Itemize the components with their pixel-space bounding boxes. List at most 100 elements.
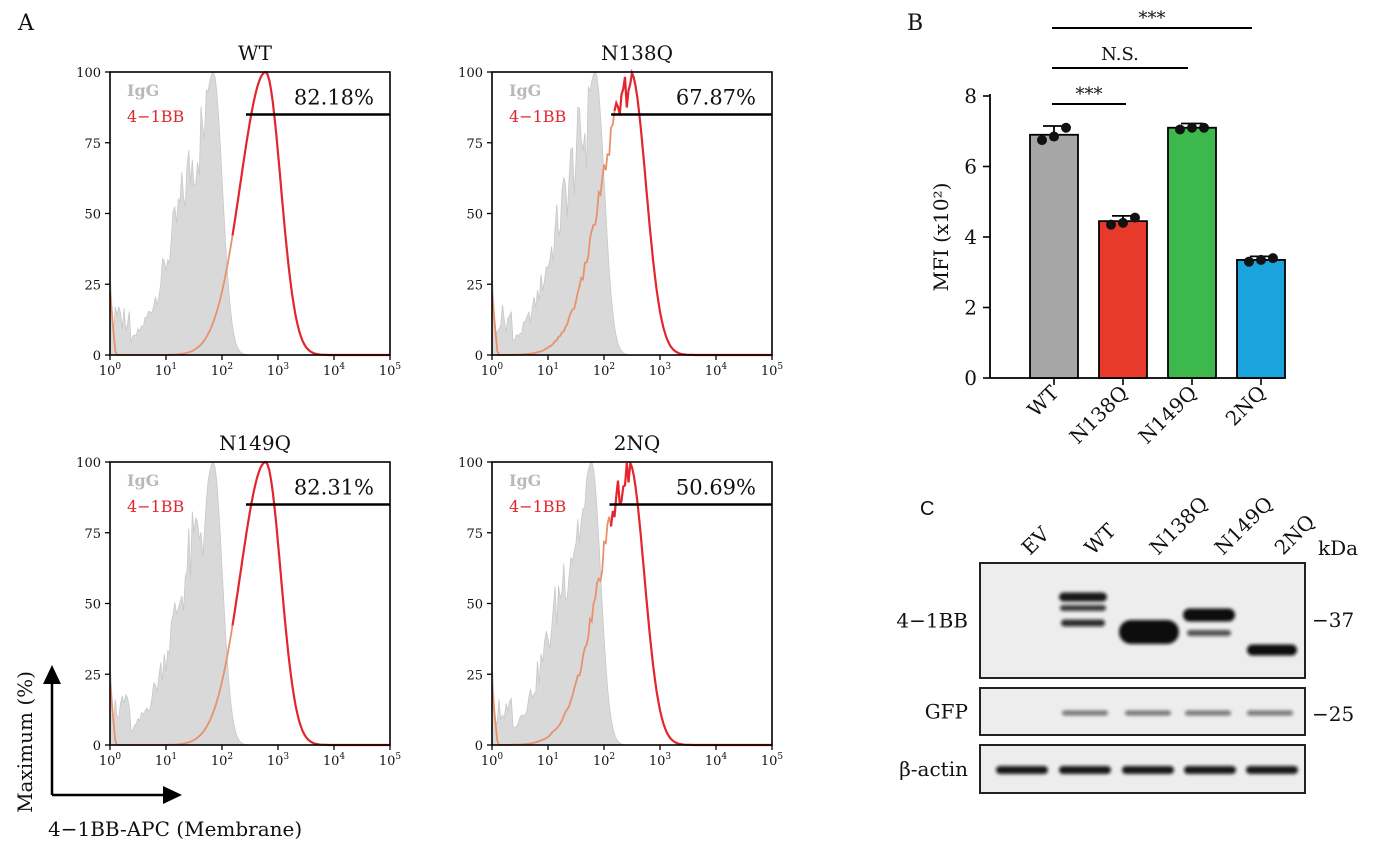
histogram-2nq: 0 25 50 75 100 100 101 102 103 104 105 2NQ 50.69% IgG… bbox=[458, 431, 783, 769]
x-tick-label: 103 bbox=[267, 362, 290, 379]
data-point bbox=[1049, 131, 1059, 142]
legend-igg: IgG bbox=[127, 471, 159, 490]
x-tick-label: N138Q bbox=[1065, 381, 1133, 449]
blot-row-0: 4−1BB −37 bbox=[896, 562, 1354, 679]
marker-label: −25 bbox=[1312, 702, 1354, 726]
actin-band bbox=[1059, 766, 1111, 774]
x-tick-label: 102 bbox=[211, 752, 233, 769]
lane-label-2nq: 2NQ bbox=[1270, 510, 1320, 560]
x-tick-label: 104 bbox=[323, 752, 346, 769]
lane-label-wt: WT bbox=[1080, 518, 1121, 559]
lane-label-n138q: N138Q bbox=[1145, 492, 1213, 560]
y-tick-label: 75 bbox=[466, 527, 483, 542]
gfp-band bbox=[1185, 710, 1231, 716]
y-tick-label: 25 bbox=[466, 278, 483, 293]
band-n138q bbox=[1119, 620, 1179, 644]
y-tick-label: 2 bbox=[964, 296, 977, 320]
band-2nq bbox=[1247, 644, 1297, 656]
y-tick-label: 50 bbox=[466, 598, 483, 613]
actin-band bbox=[1122, 766, 1174, 774]
x-tick-label: 102 bbox=[211, 362, 233, 379]
gate-percent: 82.18% bbox=[294, 85, 374, 109]
y-tick-label: 6 bbox=[964, 155, 977, 179]
y-tick-label: 100 bbox=[458, 66, 483, 81]
y-tick-label: 50 bbox=[84, 208, 101, 223]
data-point bbox=[1106, 219, 1116, 230]
x-tick-label: 103 bbox=[267, 752, 290, 769]
blot-row-label: β-actin bbox=[899, 757, 968, 781]
bar-2nq bbox=[1236, 259, 1286, 379]
gfp-band bbox=[1062, 710, 1108, 716]
unit-label: kDa bbox=[1318, 536, 1358, 560]
bar-wt bbox=[1029, 133, 1079, 379]
legend-4-1bb: 4−1BB bbox=[127, 497, 184, 516]
y-tick-label: 8 bbox=[964, 84, 977, 108]
x-tick-label: N149Q bbox=[1134, 381, 1202, 449]
data-point bbox=[1118, 217, 1128, 228]
x-tick-label: 104 bbox=[323, 362, 346, 379]
x-tick-label: 103 bbox=[649, 362, 672, 379]
lane-label-ev: EV bbox=[1017, 522, 1055, 560]
y-tick-label: 75 bbox=[84, 527, 101, 542]
y-tick-label: 50 bbox=[466, 208, 483, 223]
data-point bbox=[1199, 122, 1209, 133]
x-tick-label: 101 bbox=[537, 752, 559, 769]
x-tick-label: 2NQ bbox=[1221, 381, 1271, 431]
x-tick-label: 105 bbox=[761, 362, 784, 379]
blot-row-label: 4−1BB bbox=[896, 609, 968, 633]
panel-label-b: B bbox=[907, 11, 923, 36]
x-tick-label: 100 bbox=[481, 752, 504, 769]
data-point bbox=[1037, 135, 1047, 146]
actin-band bbox=[996, 766, 1048, 774]
panel-label-a: A bbox=[17, 11, 35, 36]
y-tick-label: 25 bbox=[84, 278, 101, 293]
marker-label: −37 bbox=[1312, 608, 1354, 632]
legend-igg: IgG bbox=[509, 471, 541, 490]
panel-a-axis-arrows bbox=[43, 665, 182, 804]
gfp-band bbox=[1247, 710, 1293, 716]
x-tick-label: 105 bbox=[761, 752, 784, 769]
y-tick-label: 75 bbox=[466, 137, 483, 152]
gate-percent: 67.87% bbox=[676, 85, 756, 109]
data-point bbox=[1187, 122, 1197, 133]
y-tick-label: 25 bbox=[466, 668, 483, 683]
y-tick-label: 4 bbox=[964, 225, 977, 249]
panel-b-y-axis-label: MFI (x10²) bbox=[929, 183, 953, 292]
x-tick-label: 104 bbox=[705, 362, 728, 379]
band-wt-lower bbox=[1061, 619, 1105, 627]
bar-n138q bbox=[1098, 220, 1148, 379]
x-tick-label: 100 bbox=[99, 752, 122, 769]
panel-a-histograms: 0 25 50 75 100 100 101 102 103 104 105 WT 82.18% IgG 4… bbox=[76, 41, 783, 769]
y-tick-label: 100 bbox=[76, 456, 101, 471]
panel-a-x-axis-label: 4−1BB-APC (Membrane) bbox=[48, 817, 302, 841]
gate-percent: 82.31% bbox=[294, 475, 374, 499]
y-tick-label: 0 bbox=[475, 349, 483, 364]
histogram-title: N149Q bbox=[219, 431, 291, 455]
data-point bbox=[1175, 124, 1185, 135]
legend-igg: IgG bbox=[509, 81, 541, 100]
y-tick-label: 0 bbox=[93, 349, 101, 364]
y-tick-label: 0 bbox=[93, 739, 101, 754]
x-tick-label: 101 bbox=[155, 752, 177, 769]
histogram-wt: 0 25 50 75 100 100 101 102 103 104 105 WT 82.18% IgG 4… bbox=[76, 41, 401, 379]
legend-4-1bb: 4−1BB bbox=[509, 497, 566, 516]
data-point bbox=[1268, 253, 1278, 264]
x-tick-label: 104 bbox=[705, 752, 728, 769]
histogram-title: N138Q bbox=[601, 41, 673, 65]
x-tick-label: 101 bbox=[537, 362, 559, 379]
significance-label: N.S. bbox=[1101, 44, 1139, 65]
x-tick-label: 103 bbox=[649, 752, 672, 769]
band-n149q-upper bbox=[1183, 608, 1235, 622]
gfp-band bbox=[1125, 710, 1171, 716]
x-tick-label: 105 bbox=[379, 362, 402, 379]
data-point bbox=[1244, 256, 1254, 267]
data-point bbox=[1256, 254, 1266, 265]
y-tick-label: 75 bbox=[84, 137, 101, 152]
histogram-title: 2NQ bbox=[614, 431, 661, 455]
x-tick-label: 102 bbox=[593, 362, 615, 379]
actin-band bbox=[1184, 766, 1236, 774]
